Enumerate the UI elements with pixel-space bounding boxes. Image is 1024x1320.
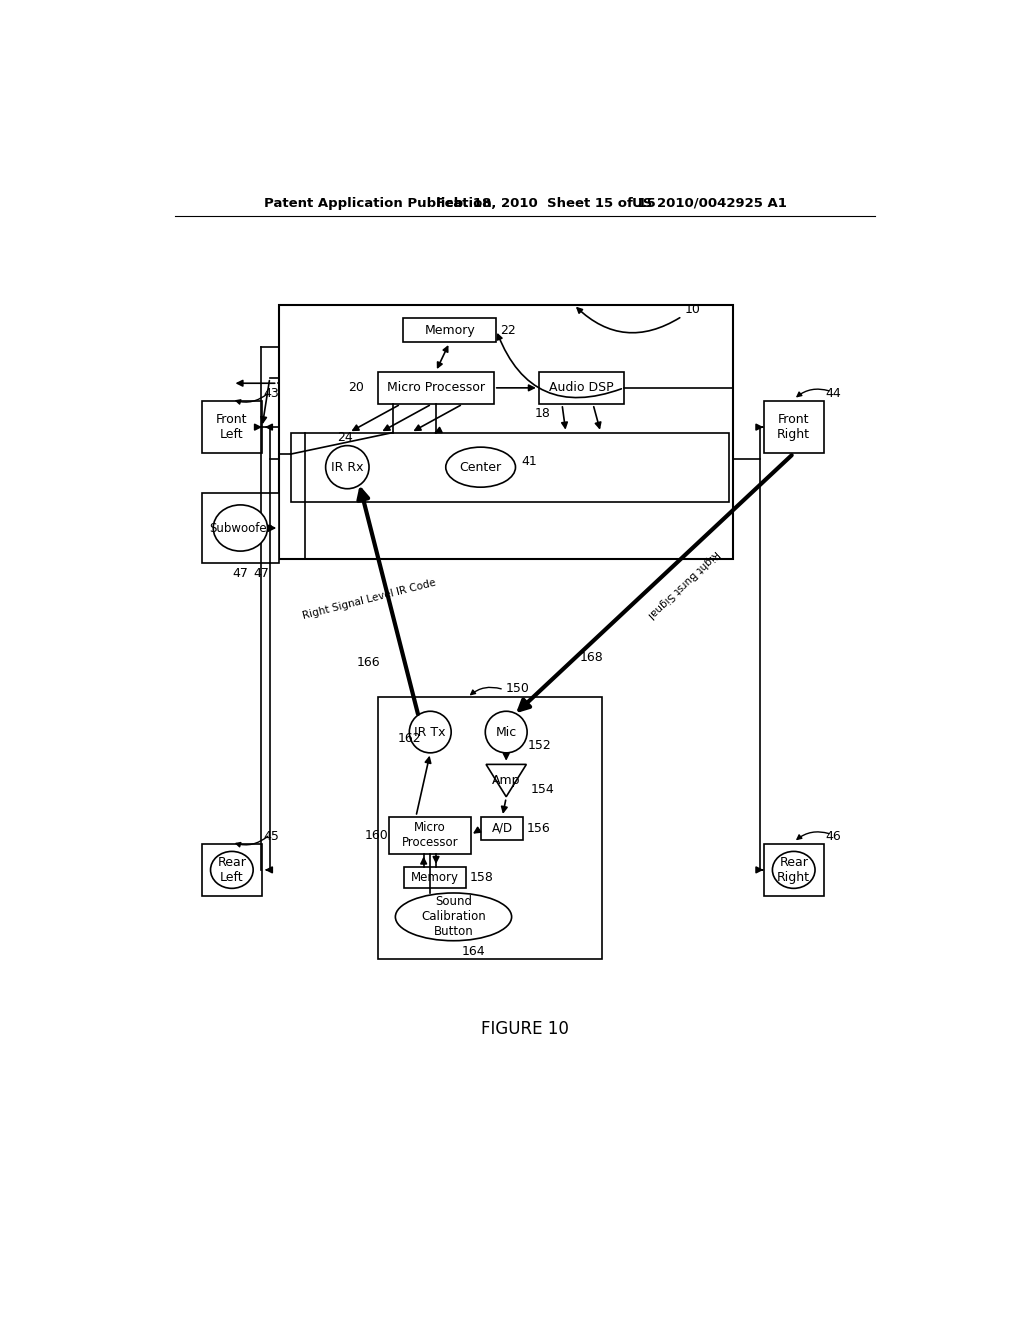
Text: A/D: A/D xyxy=(492,822,513,834)
Bar xyxy=(389,817,471,854)
Text: Feb. 18, 2010  Sheet 15 of 15: Feb. 18, 2010 Sheet 15 of 15 xyxy=(436,197,656,210)
Circle shape xyxy=(326,446,369,488)
Text: 10: 10 xyxy=(684,302,700,315)
Text: Patent Application Publication: Patent Application Publication xyxy=(263,197,492,210)
Text: 164: 164 xyxy=(461,945,485,958)
Circle shape xyxy=(485,711,527,752)
Text: 166: 166 xyxy=(356,656,380,669)
Text: Rear
Right: Rear Right xyxy=(777,855,810,884)
Text: Amp: Amp xyxy=(492,774,520,787)
Bar xyxy=(291,433,729,502)
Text: Memory: Memory xyxy=(424,323,475,337)
Text: IR Tx: IR Tx xyxy=(415,726,446,739)
Text: 47: 47 xyxy=(232,566,248,579)
Text: 45: 45 xyxy=(263,829,280,842)
Ellipse shape xyxy=(211,851,253,888)
Text: Memory: Memory xyxy=(411,871,459,884)
Bar xyxy=(378,372,494,404)
Text: 46: 46 xyxy=(825,829,842,842)
Text: 158: 158 xyxy=(470,871,494,884)
Bar xyxy=(539,372,624,404)
Text: US 2010/0042925 A1: US 2010/0042925 A1 xyxy=(632,197,786,210)
Text: 168: 168 xyxy=(580,651,603,664)
Text: Front
Right: Front Right xyxy=(777,413,810,441)
Bar xyxy=(481,817,523,840)
Bar xyxy=(378,697,602,960)
Text: Sound
Calibration
Button: Sound Calibration Button xyxy=(421,895,485,939)
Text: 160: 160 xyxy=(365,829,388,842)
Bar xyxy=(764,401,824,453)
Bar xyxy=(764,843,824,896)
Text: 152: 152 xyxy=(528,739,552,752)
Text: 44: 44 xyxy=(825,387,842,400)
Text: 154: 154 xyxy=(531,783,555,796)
Bar xyxy=(202,494,280,562)
Bar xyxy=(202,401,262,453)
Text: 162: 162 xyxy=(397,731,421,744)
Text: 41: 41 xyxy=(521,454,537,467)
Bar xyxy=(280,305,732,558)
Ellipse shape xyxy=(213,504,267,552)
Bar xyxy=(202,843,262,896)
Text: 20: 20 xyxy=(348,381,364,395)
Polygon shape xyxy=(486,764,526,797)
Bar xyxy=(403,318,496,342)
Text: Audio DSP: Audio DSP xyxy=(549,381,613,395)
Text: IR Rx: IR Rx xyxy=(331,461,364,474)
Text: 43: 43 xyxy=(263,387,280,400)
Text: FIGURE 10: FIGURE 10 xyxy=(481,1019,568,1038)
Text: 150: 150 xyxy=(506,681,529,694)
Text: Micro Processor: Micro Processor xyxy=(387,381,484,395)
Text: 47: 47 xyxy=(253,566,269,579)
Text: 156: 156 xyxy=(527,822,551,834)
Text: Right Burst Signal: Right Burst Signal xyxy=(646,548,721,620)
Text: 24: 24 xyxy=(337,432,353,445)
Text: Micro
Processor: Micro Processor xyxy=(401,821,458,849)
Ellipse shape xyxy=(395,892,512,941)
Ellipse shape xyxy=(772,851,815,888)
Text: 18: 18 xyxy=(535,407,551,420)
Text: Subwoofer: Subwoofer xyxy=(209,521,271,535)
Text: Center: Center xyxy=(460,461,502,474)
Circle shape xyxy=(410,711,452,752)
Text: 22: 22 xyxy=(500,323,516,337)
Text: Right Signal Level IR Code: Right Signal Level IR Code xyxy=(302,578,437,622)
Text: Rear
Left: Rear Left xyxy=(217,855,247,884)
Text: Mic: Mic xyxy=(496,726,517,739)
Text: Front
Left: Front Left xyxy=(216,413,248,441)
Bar xyxy=(403,867,466,888)
Ellipse shape xyxy=(445,447,515,487)
